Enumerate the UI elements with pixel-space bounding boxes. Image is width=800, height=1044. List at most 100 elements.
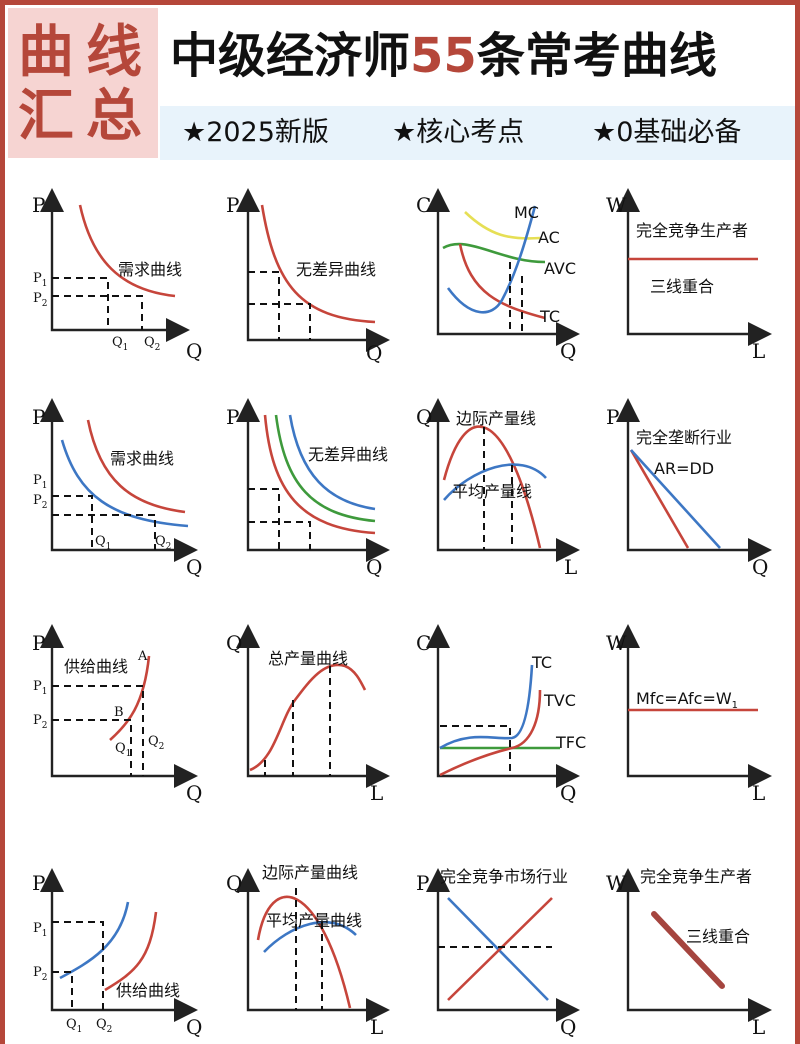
x-axis-label: L [752, 781, 765, 805]
title-prefix: 中级经济师 [170, 28, 411, 84]
y-axis-label: P [32, 193, 45, 217]
panel-monopoly: P Q 完全垄断行业 AR=DD [606, 398, 772, 579]
x-axis-label: L [370, 1015, 383, 1039]
svg-text:Q2: Q2 [144, 335, 160, 353]
point-b-label: B [114, 705, 124, 720]
curve-diagrams: P Q P1 P2 Q1 Q2 需求曲线 P Q 无差异曲线 C Q MC AC… [32, 188, 772, 1039]
x-axis-label: Q [186, 555, 202, 579]
curve-label: 边际产量曲线 [262, 863, 358, 882]
y-axis-label: W [606, 631, 627, 655]
svg-text:Q1: Q1 [95, 534, 111, 552]
tag-item: ★2025新版 [182, 117, 329, 148]
x-axis-label: Q [366, 555, 382, 579]
badge-char: 线 [86, 19, 142, 85]
curve-label: 需求曲线 [110, 449, 174, 468]
panel-labor-supply-2: W L 完全竞争生产者 三线重合 [606, 867, 772, 1039]
tick-q2-sub: 2 [159, 742, 165, 752]
tick-q1: Q [115, 741, 126, 756]
x-axis-label: Q [560, 339, 576, 363]
x-axis-label: Q [186, 1015, 202, 1039]
tick-q2-sub: 2 [107, 1025, 113, 1035]
panel-competitive-market: P Q 完全竞争市场行业 [416, 867, 580, 1039]
panel-supply-curve-2: P Q P1 P2 Q1 Q2 供给曲线 [32, 868, 202, 1039]
x-axis-label: Q [560, 781, 576, 805]
curve-label: 平均产量曲线 [266, 911, 362, 930]
point-a-label: A [137, 649, 148, 664]
tvc-label: TVC [543, 691, 576, 710]
tick-p2: P [33, 493, 42, 508]
y-axis-label: Q [226, 871, 242, 895]
curve-label: 无差异曲线 [308, 445, 388, 464]
svg-text:Q2: Q2 [148, 734, 164, 752]
tick-q1-sub: 1 [106, 542, 112, 552]
y-axis-label: P [416, 871, 429, 895]
badge-char: 总 [86, 83, 142, 149]
svg-text:Q2: Q2 [96, 1017, 112, 1035]
tick-p2: P [33, 291, 42, 306]
tick-p2-sub: 2 [42, 973, 48, 983]
tick-p1-sub: 1 [42, 687, 48, 697]
panel-marginal-average-product-1: Q L 边际产量线 平均产量线 [416, 398, 580, 579]
curve-label: 供给曲线 [64, 657, 128, 676]
tick-q1-sub: 1 [126, 749, 132, 759]
x-axis-label: Q [752, 555, 768, 579]
y-axis-label: P [226, 193, 239, 217]
svg-text:P1: P1 [33, 473, 47, 491]
y-axis-label: P [226, 405, 239, 429]
tc-label: TC [531, 653, 552, 672]
y-axis-label: Q [416, 405, 432, 429]
tag-item: ★0基础必备 [592, 117, 742, 148]
tick-q2-sub: 2 [166, 542, 172, 552]
title-number: 55 [410, 28, 477, 84]
curve-label: Mfc=Afc=W [636, 689, 732, 708]
curve-label: 完全竞争生产者 [636, 221, 748, 240]
tag-bar: ★2025新版 ★核心考点 ★0基础必备 [160, 106, 795, 160]
svg-text:P2: P2 [33, 713, 47, 731]
tick-q2: Q [148, 734, 159, 749]
y-axis-label: C [416, 193, 431, 217]
y-axis-label: W [606, 193, 627, 217]
tick-p2-sub: 2 [42, 501, 48, 511]
badge-char: 汇 [18, 83, 74, 149]
panel-indifference-curve-2: P Q 无差异曲线 [226, 398, 390, 579]
panel-factor-cost: W L Mfc=Afc=W1 [606, 624, 772, 805]
curve-label: 需求曲线 [118, 260, 182, 279]
tick-q1: Q [112, 335, 123, 350]
tick-p1-sub: 1 [42, 481, 48, 491]
tick-q1-sub: 1 [77, 1025, 83, 1035]
x-axis-label: Q [186, 339, 202, 363]
tick-p2-sub: 2 [42, 721, 48, 731]
y-axis-label: P [606, 405, 619, 429]
x-axis-label: L [370, 781, 383, 805]
svg-text:P2: P2 [33, 493, 47, 511]
tick-q1: Q [95, 534, 106, 549]
tick-p2: P [33, 713, 42, 728]
tick-q2: Q [144, 335, 155, 350]
curve-label: 平均产量线 [452, 482, 532, 501]
y-axis-label: C [416, 631, 431, 655]
curve-label: 完全竞争生产者 [640, 867, 752, 886]
panel-total-product: Q L 总产量曲线 [226, 624, 390, 805]
tick-p1-sub: 1 [42, 929, 48, 939]
tick-q1: Q [66, 1017, 77, 1032]
y-axis-label: P [32, 405, 45, 429]
panel-cost-curves: C Q MC AC AVC TC [416, 188, 580, 363]
x-axis-label: L [752, 1015, 765, 1039]
svg-text:Q1: Q1 [112, 335, 128, 353]
svg-text:P1: P1 [33, 921, 47, 939]
ac-label: AC [538, 228, 560, 247]
y-axis-label: P [32, 871, 45, 895]
tc-label: TC [539, 307, 560, 326]
y-axis-label: P [32, 631, 45, 655]
page-title: 中级经济师55条常考曲线 [170, 18, 795, 94]
tfc-label: TFC [555, 733, 586, 752]
panel-labor-supply-1: W L 完全竞争生产者 三线重合 [606, 188, 772, 363]
curve-label: 边际产量线 [456, 409, 536, 428]
panel-marginal-average-product-2: Q L 边际产量曲线 平均产量曲线 [226, 863, 390, 1039]
svg-text:Q2: Q2 [155, 534, 171, 552]
curve-label: 无差异曲线 [296, 260, 376, 279]
tick-q2: Q [155, 534, 166, 549]
y-axis-label: W [606, 871, 627, 895]
x-axis-label: L [752, 339, 765, 363]
tick-p1: P [33, 473, 42, 488]
